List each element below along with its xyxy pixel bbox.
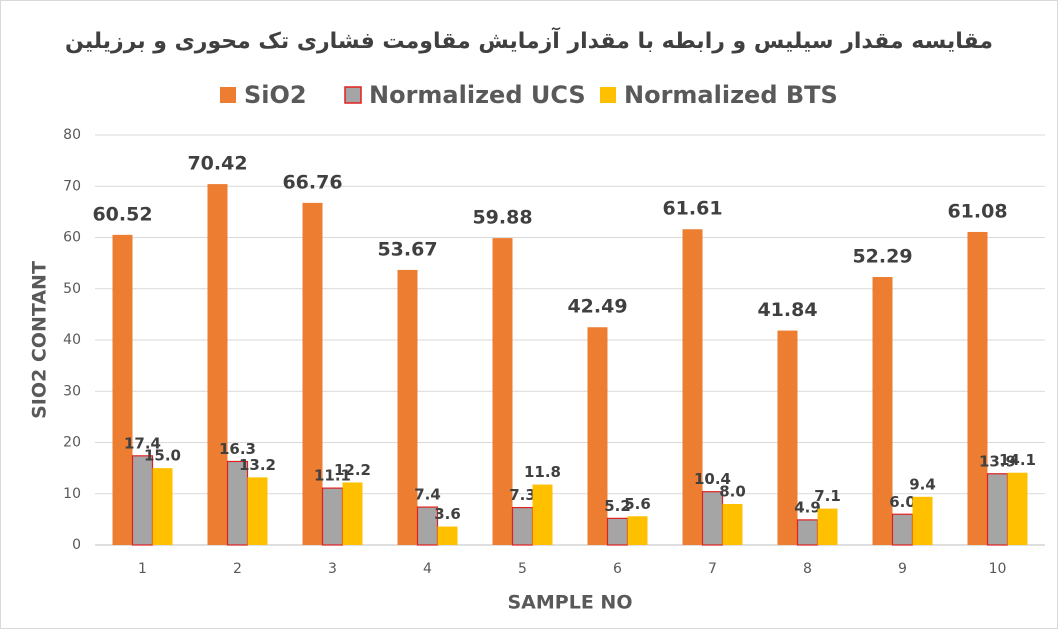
- data-label: 41.84: [757, 299, 817, 321]
- data-label: 13.9: [979, 452, 1016, 470]
- y-tick-label: 30: [63, 383, 81, 399]
- y-axis-label: SIO2 CONTANT: [29, 261, 51, 419]
- bar: [532, 484, 553, 545]
- data-label: 15.0: [144, 447, 181, 465]
- bar: [777, 330, 798, 545]
- x-tick-label: 7: [708, 561, 717, 577]
- x-tick-label: 3: [328, 561, 337, 577]
- data-label: 9.4: [909, 475, 936, 493]
- bar: [321, 487, 344, 546]
- legend-label: Normalized UCS: [369, 81, 586, 109]
- x-tick-label: 8: [803, 561, 812, 577]
- bar: [437, 526, 458, 545]
- bar: [682, 229, 703, 545]
- data-label: 13.2: [239, 456, 276, 474]
- bar: [722, 504, 743, 545]
- bar: [511, 506, 534, 546]
- legend-swatch: [344, 86, 362, 104]
- bar: [912, 496, 933, 545]
- data-label: 11.8: [524, 463, 561, 481]
- data-label: 53.67: [377, 238, 437, 260]
- y-tick-label: 0: [72, 537, 81, 553]
- y-tick-label: 40: [63, 332, 81, 348]
- data-label: 42.49: [567, 296, 627, 318]
- bar: [627, 516, 648, 545]
- bar: [587, 327, 608, 545]
- bar: [872, 277, 893, 545]
- bar: [247, 477, 268, 545]
- x-axis-label: SAMPLE NO: [508, 592, 633, 614]
- bar: [986, 473, 1009, 546]
- x-tick-label: 9: [898, 561, 907, 577]
- data-label: 7.4: [414, 486, 441, 504]
- legend-label: SiO2: [244, 81, 307, 109]
- data-label: 10.4: [694, 470, 731, 488]
- bar: [967, 231, 988, 545]
- x-tick-label: 5: [518, 561, 527, 577]
- y-tick-label: 60: [63, 230, 81, 246]
- bar: [1007, 472, 1028, 545]
- x-tick-label: 2: [233, 561, 242, 577]
- bar: [152, 468, 173, 545]
- data-label: 59.88: [472, 207, 532, 229]
- data-label: 12.2: [334, 461, 371, 479]
- data-label: 6.0: [889, 493, 916, 511]
- data-label: 52.29: [852, 246, 912, 268]
- x-tick-label: 1: [138, 561, 147, 577]
- data-label: 14.1: [999, 451, 1036, 469]
- bar: [112, 234, 133, 545]
- x-tick-label: 10: [989, 561, 1007, 577]
- bar: [131, 455, 154, 546]
- y-tick-label: 20: [63, 435, 81, 451]
- bar: [416, 506, 439, 546]
- data-label: 61.61: [662, 198, 722, 220]
- data-label: 17.4: [124, 434, 161, 452]
- chart-title: مقایسه مقدار سیلیس و رابطه با مقدار آزما…: [65, 26, 993, 54]
- y-tick-label: 10: [63, 486, 81, 502]
- x-tick-label: 4: [423, 561, 432, 577]
- bar: [207, 184, 228, 545]
- data-label: 60.52: [92, 203, 152, 225]
- data-label: 7.1: [814, 487, 841, 505]
- x-tick-label: 6: [613, 561, 622, 577]
- data-label: 4.9: [794, 498, 821, 516]
- bar: [492, 238, 513, 546]
- bar: [796, 519, 819, 546]
- data-label: 7.3: [509, 486, 536, 504]
- data-label: 5.2: [604, 497, 631, 515]
- legend-swatch: [600, 87, 616, 103]
- data-label: 61.08: [947, 200, 1007, 222]
- data-label: 5.6: [624, 495, 651, 513]
- y-tick-label: 80: [63, 127, 81, 143]
- bar: [397, 269, 418, 545]
- y-tick-label: 50: [63, 281, 81, 297]
- legend-swatch: [220, 87, 236, 103]
- data-label: 70.42: [187, 153, 247, 175]
- bar: [817, 508, 838, 545]
- bar: [342, 482, 363, 545]
- data-label: 3.6: [434, 505, 461, 523]
- bar: [302, 202, 323, 546]
- bar: [606, 517, 629, 546]
- bar: [891, 513, 914, 546]
- data-label: 16.3: [219, 440, 256, 458]
- legend-label: Normalized BTS: [624, 81, 838, 109]
- data-label: 11.1: [314, 467, 351, 485]
- data-label: 8.0: [719, 483, 746, 501]
- data-label: 66.76: [282, 171, 342, 193]
- bar: [226, 460, 249, 546]
- y-tick-label: 70: [63, 178, 81, 194]
